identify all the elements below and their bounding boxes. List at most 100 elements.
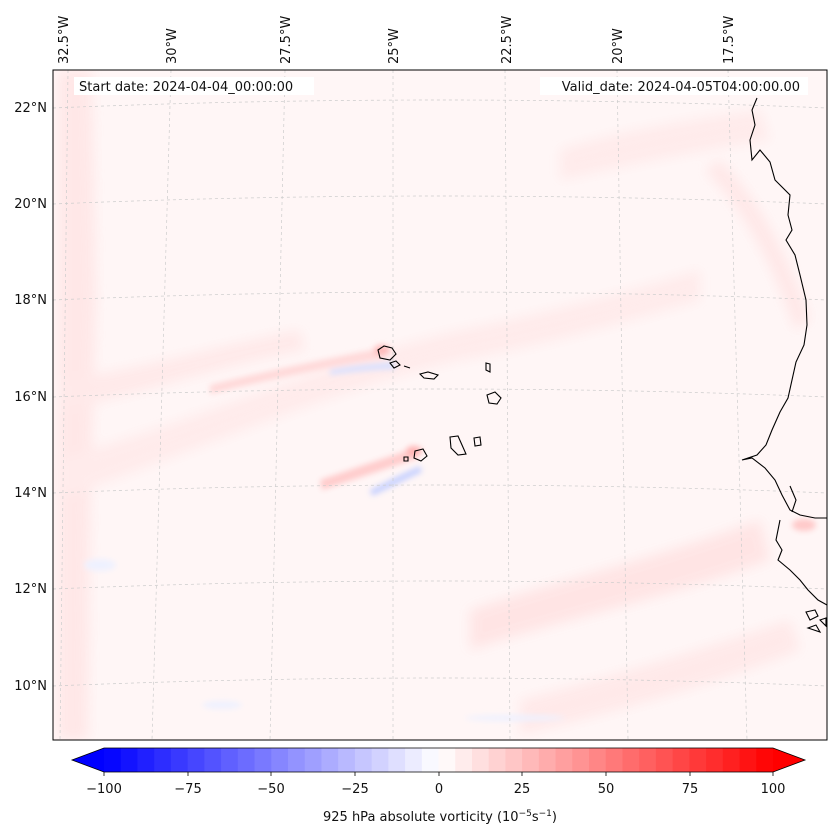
colorbar-swatch — [538, 748, 557, 772]
colorbar-swatch — [221, 748, 239, 772]
colorbar-swatch — [471, 748, 490, 772]
meridian-22-5w — [504, 70, 511, 740]
parallel-18n — [53, 291, 827, 301]
lat-label-20n: 20°N — [14, 197, 47, 212]
map-background — [53, 70, 827, 740]
lon-label-17-5w: 17.5°W — [722, 16, 737, 64]
negative-streak-north — [330, 362, 395, 375]
coastal-spot — [792, 519, 816, 531]
parallel-16n — [53, 388, 827, 398]
colorbar-swatch — [739, 748, 757, 772]
colorbar-swatches — [104, 748, 774, 772]
meridian-20w — [616, 70, 629, 740]
field-band-diagonal — [55, 270, 700, 500]
colorbar-swatch — [321, 748, 339, 772]
lat-label-12n: 12°N — [14, 582, 47, 597]
lon-label-30w: 30°W — [165, 28, 180, 64]
lon-label-22-5w: 22.5°W — [500, 16, 515, 64]
island-maio — [473, 436, 482, 447]
parallel-20n — [53, 195, 827, 205]
colorbar-swatch — [354, 748, 373, 772]
colorbar-ticks — [103, 772, 774, 776]
colorbar-swatch — [605, 748, 624, 772]
coastlines — [377, 97, 827, 633]
colorbar-swatch — [104, 748, 122, 772]
colorbar-swatch — [756, 748, 774, 772]
colorbar-swatch — [522, 748, 540, 772]
lon-label-32-5w: 32.5°W — [57, 16, 72, 64]
meridian-27-5w — [269, 70, 286, 740]
vorticity-field — [53, 70, 827, 740]
meridian-32-5w — [59, 70, 69, 740]
island-sal — [485, 362, 491, 373]
island-santa-luzia — [403, 365, 411, 369]
lat-label-18n: 18°N — [14, 293, 47, 308]
positive-streak-south — [320, 448, 418, 490]
negative-patch-southwest — [202, 701, 242, 709]
colorbar-max-extension — [773, 748, 805, 772]
colorbar-swatch — [572, 748, 590, 772]
colorbar-swatch — [488, 748, 507, 772]
colorbar-swatch — [438, 748, 456, 772]
field-band-south — [470, 520, 770, 650]
gulf-detail — [789, 485, 797, 513]
meridian-30w — [151, 70, 172, 740]
colorbar-swatch — [388, 748, 406, 772]
colorbar-swatch — [706, 748, 724, 772]
negative-patch-west — [84, 559, 116, 571]
colorbar-tick-labels: −100 −75 −50 −25 0 25 50 75 100 — [86, 782, 785, 797]
colorbar-swatch — [589, 748, 607, 772]
colorbar-swatch — [271, 748, 289, 772]
parallel-14n — [53, 484, 827, 494]
colorbar-swatch — [254, 748, 272, 772]
colorbar-swatch — [672, 748, 690, 772]
cbar-tick-neg50: −50 — [257, 782, 284, 797]
field-band-west-mid — [60, 330, 305, 410]
colorbar-swatch — [287, 748, 306, 772]
cbar-tick-75: 75 — [682, 782, 699, 797]
colorbar-swatch — [505, 748, 523, 772]
lat-label-10n: 10°N — [14, 679, 47, 694]
vortex-spot-north — [374, 345, 390, 355]
lon-label-20w: 20°W — [611, 28, 626, 64]
field-band-north-east — [705, 160, 810, 330]
island-boa-vista — [486, 391, 502, 405]
island-fogo — [413, 448, 428, 462]
colorbar-swatch — [639, 748, 657, 772]
start-date-label: Start date: 2024-04-04_00:00:00 — [79, 80, 293, 95]
colorbar-swatch — [120, 748, 139, 772]
colorbar-swatch — [237, 748, 256, 772]
meridian-17-5w — [727, 70, 748, 740]
lat-label-22n: 22°N — [14, 101, 47, 116]
island-santo-antao — [377, 345, 397, 361]
cbar-tick-25: 25 — [514, 782, 531, 797]
positive-streak-north — [210, 348, 385, 394]
colorbar-swatch — [722, 748, 741, 772]
cbar-tick-neg25: −25 — [341, 782, 368, 797]
latitude-labels: 22°N 20°N 18°N 16°N 14°N 12°N 10°N — [14, 101, 47, 694]
cbar-tick-0: 0 — [435, 782, 443, 797]
cbar-tick-neg100: −100 — [86, 782, 122, 797]
africa-coastline-south — [775, 519, 827, 606]
negative-streak-south — [370, 466, 422, 496]
colorbar-swatch — [555, 748, 573, 772]
lon-label-27-5w: 27.5°W — [279, 16, 294, 64]
vortex-spot-south — [406, 446, 422, 456]
colorbar-swatch — [622, 748, 640, 772]
lat-label-16n: 16°N — [14, 390, 47, 405]
colorbar-swatch — [371, 748, 389, 772]
colorbar-swatch — [421, 748, 440, 772]
colorbar-swatch — [655, 748, 674, 772]
cbar-tick-50: 50 — [598, 782, 615, 797]
lon-label-25w: 25°W — [387, 28, 402, 64]
island-santiago — [449, 435, 467, 456]
graticule — [53, 70, 827, 740]
colorbar-swatch — [137, 748, 155, 772]
island-sao-nicolau — [418, 371, 440, 380]
valid-date-box — [540, 77, 808, 95]
colorbar-swatch — [455, 748, 473, 772]
colorbar-swatch — [187, 748, 205, 772]
colorbar-swatch — [689, 748, 707, 772]
parallel-22n — [53, 99, 827, 109]
valid-date-label: Valid_date: 2024-04-05T04:00:00.00 — [562, 80, 800, 95]
